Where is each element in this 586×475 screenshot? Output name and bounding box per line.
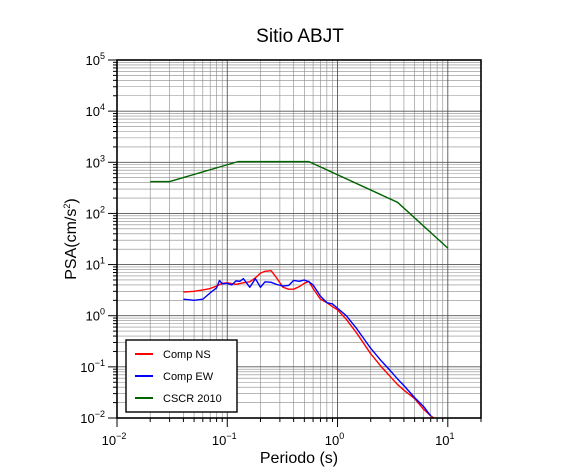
minor-gridlines [117,60,482,418]
y-tick-label: 102 [86,204,105,221]
x-tick-label: 100 [325,431,344,448]
legend-label-comp-ew: Comp EW [163,371,214,383]
y-tick-label: 104 [86,102,105,119]
legend: Comp NS Comp EW CSCR 2010 [125,339,238,413]
x-tick-labels: 10−2 10−1 100 101 [102,431,455,448]
y-axis-title: PSA(cm/s2) [62,198,80,279]
axis-ticks [108,59,482,427]
x-tick-label: 101 [435,431,454,448]
y-tick-label: 100 [86,307,105,324]
y-tick-label: 10−2 [80,409,105,426]
x-tick-label: 10−2 [102,431,127,448]
x-axis-title: Periodo (s) [260,450,338,467]
y-tick-label: 101 [86,256,105,273]
y-tick-label: 105 [86,51,105,68]
y-tick-label: 103 [86,153,105,170]
chart-title: Sitio ABJT [256,26,344,47]
legend-label-comp-ns: Comp NS [163,349,211,361]
series-layer [150,160,449,418]
y-axis-title-tail: ) [63,198,80,203]
legend-label-cscr-2010: CSCR 2010 [163,393,222,405]
y-axis-title-base: PSA(cm/s [63,209,80,280]
y-axis-title-exponent: 2 [62,204,72,209]
x-tick-label: 10−1 [212,431,237,448]
series-line-comp-ew [183,277,432,417]
y-tick-labels: 10−2 10−1 100 101 102 103 104 105 [80,51,105,426]
y-tick-label: 10−1 [80,358,105,375]
series-line-cscr-2010 [150,160,449,249]
plot-frame [116,59,482,419]
